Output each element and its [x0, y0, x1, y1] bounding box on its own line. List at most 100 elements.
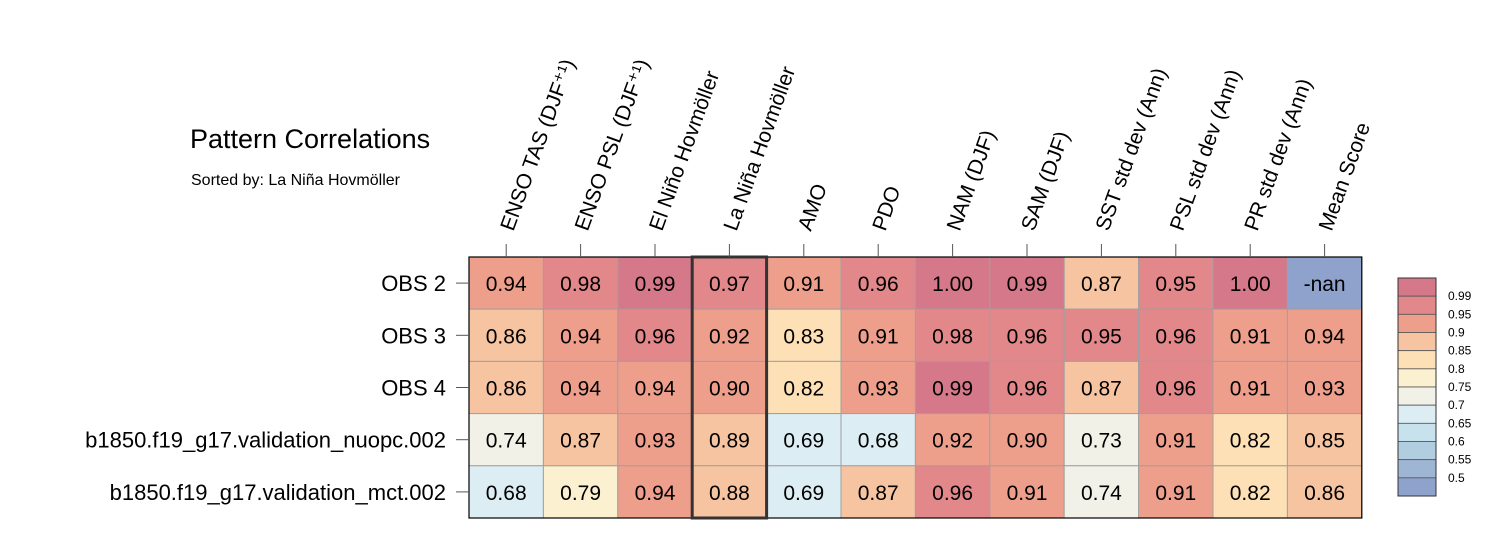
cell-value: 0.74: [486, 430, 527, 453]
heatmap-cell: [468, 256, 544, 310]
row-label: OBS 3: [381, 323, 446, 348]
cell-value: 0.83: [783, 325, 824, 348]
cell-value: 0.94: [1304, 325, 1345, 348]
cell-value: 0.94: [560, 378, 601, 401]
legend-swatch: [1397, 368, 1437, 388]
legend-label: 0.9: [1448, 326, 1465, 340]
heatmap-cell: [1138, 465, 1214, 519]
legend-label: 0.95: [1448, 307, 1472, 321]
legend-swatch: [1397, 477, 1437, 497]
cell-value: -nan: [1304, 273, 1346, 296]
cell-value: 0.93: [1304, 378, 1345, 401]
cell-value: 0.93: [858, 378, 899, 401]
cell-value: 0.86: [486, 378, 527, 401]
heatmap-cell: [1138, 308, 1214, 362]
legend-swatch: [1397, 404, 1437, 424]
legend-swatch: [1397, 459, 1437, 479]
cell-value: 0.87: [858, 482, 899, 505]
column-label: ENSO PSL (DJF⁺¹): [571, 56, 654, 234]
cell-value: 0.87: [1081, 378, 1122, 401]
legend-swatch: [1397, 422, 1437, 442]
cell-value: 0.89: [709, 430, 750, 453]
cell-value: 0.88: [709, 482, 750, 505]
column-label: SST std dev (Ann): [1091, 65, 1171, 234]
cell-value: 0.96: [635, 325, 676, 348]
legend-frame: [1397, 277, 1437, 497]
heatmap-cell: [617, 308, 693, 362]
cell-value: 0.96: [932, 482, 973, 505]
cell-value: 0.99: [932, 378, 973, 401]
cell-value: 0.91: [858, 325, 899, 348]
legend-label: 0.5: [1448, 471, 1465, 485]
heatmap-cell: [617, 360, 693, 415]
cell-value: 0.94: [560, 325, 601, 348]
legend-label: 0.75: [1448, 380, 1472, 394]
column-label: SAM (DJF): [1017, 128, 1074, 233]
row-label: b1850.f19_g17.validation_mct.002: [110, 480, 446, 505]
cell-value: 0.95: [1155, 273, 1196, 296]
heatmap-cell: [542, 308, 619, 362]
heatmap-cell: [1063, 360, 1140, 415]
heatmap-cell: [766, 308, 842, 362]
legend-swatch: [1397, 441, 1437, 461]
heatmap-cell: [1212, 413, 1288, 467]
legend-label: 0.99: [1448, 289, 1472, 303]
legend-swatch: [1397, 277, 1437, 297]
cell-value: 0.87: [1081, 273, 1122, 296]
cell-value: 0.73: [1081, 430, 1122, 453]
column-label: La Niña Hovmöller: [719, 64, 800, 234]
cell-value: 0.82: [1230, 430, 1271, 453]
chart-title: Pattern Correlations: [190, 124, 431, 154]
cell-value: 0.87: [560, 430, 601, 453]
cell-value: 0.98: [560, 273, 601, 296]
cell-value: 0.86: [1304, 482, 1345, 505]
row-label: OBS 2: [381, 271, 446, 296]
cell-value: 0.94: [635, 378, 676, 401]
cell-value: 0.94: [635, 482, 676, 505]
legend-swatch: [1397, 313, 1437, 333]
cell-value: 0.69: [783, 430, 824, 453]
heatmap-cell: [914, 256, 991, 310]
legend-swatch: [1397, 332, 1437, 352]
cell-value: 0.90: [709, 378, 750, 401]
cell-value: 1.00: [1230, 273, 1271, 296]
cell-value: 0.96: [1007, 325, 1048, 348]
heatmap-cell: [1212, 360, 1288, 415]
legend-label: 0.6: [1448, 435, 1465, 449]
cell-value: 0.91: [1155, 482, 1196, 505]
heatmap-cell: [1286, 413, 1363, 467]
cell-value: 0.91: [1007, 482, 1048, 505]
heatmap-cell: [1212, 465, 1288, 519]
legend-label: 0.85: [1448, 344, 1472, 358]
heatmap-cell: [617, 465, 693, 519]
cell-value: 0.79: [560, 482, 601, 505]
heatmap-cell: [840, 308, 916, 362]
legend-label: 0.65: [1448, 416, 1472, 430]
cell-value: 0.99: [635, 273, 676, 296]
cell-value: 0.92: [709, 325, 750, 348]
column-label: ENSO TAS (DJF⁺¹): [496, 56, 579, 234]
heatmap-cell: [691, 360, 768, 415]
legend-label: 0.8: [1448, 362, 1465, 376]
cell-value: 0.98: [932, 325, 973, 348]
cell-value: 0.68: [486, 482, 527, 505]
cell-value: 0.97: [709, 273, 750, 296]
heatmap-cell: [989, 308, 1065, 362]
column-label: El Niño Hovmöller: [645, 68, 724, 234]
legend-label: 0.7: [1448, 398, 1465, 412]
cell-value: 0.94: [486, 273, 527, 296]
heatmap-cell: [691, 308, 768, 362]
heatmap-cell: [617, 413, 693, 467]
heatmap-cell: [1138, 256, 1214, 310]
column-label: PR std dev (Ann): [1240, 76, 1316, 234]
cell-value: 0.91: [1230, 378, 1271, 401]
legend-swatch: [1397, 350, 1437, 370]
heatmap-cell: [1063, 256, 1140, 310]
column-label: NAM (DJF): [943, 127, 1001, 234]
heatmap-cell: [1286, 308, 1363, 362]
column-label: PDO: [868, 183, 905, 234]
cell-value: 0.91: [783, 273, 824, 296]
cell-value: 0.99: [1007, 273, 1048, 296]
heatmap-cell: [1138, 360, 1214, 415]
